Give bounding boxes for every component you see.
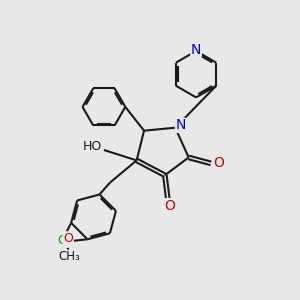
Text: HO: HO (82, 140, 102, 153)
Text: O: O (213, 156, 224, 170)
Text: N: N (191, 43, 201, 56)
Text: CH₃: CH₃ (59, 250, 80, 263)
Text: Cl: Cl (57, 234, 69, 247)
Text: O: O (164, 199, 175, 213)
Text: O: O (63, 232, 73, 245)
Text: N: N (176, 118, 186, 132)
